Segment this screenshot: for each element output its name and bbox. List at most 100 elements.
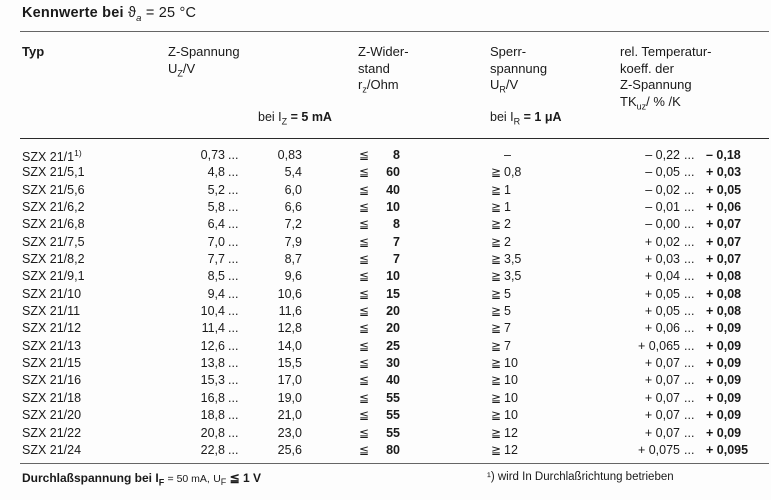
range-ellipsis-voltage: ...	[228, 234, 239, 249]
cell-zener-resistance-value: 30	[386, 356, 400, 371]
cell-zener-voltage-min: 15,3	[200, 373, 225, 388]
range-ellipsis-voltage: ...	[228, 200, 239, 215]
cell-zener-voltage-max: 23,0	[277, 425, 302, 440]
cell-zener-voltage-max: 5,4	[284, 165, 302, 180]
cell-type-designation: SZX 21/12	[22, 321, 82, 336]
cell-tempco-min: – 0,01	[645, 200, 680, 215]
cell-tempco-min: + 0,07	[644, 390, 680, 405]
cell-tempco-min: + 0,07	[644, 425, 680, 440]
column-header-temperature-coefficient-line1: rel. Temperatur-	[620, 44, 712, 59]
cell-tempco-min: + 0,06	[644, 321, 680, 336]
cell-zener-voltage-min: 12,6	[200, 338, 225, 353]
cell-zener-resistance-operator: ≦	[359, 234, 370, 249]
cell-reverse-voltage-operator: ≧	[491, 338, 502, 353]
cell-zener-voltage-min: 7,7	[207, 252, 225, 267]
table-row[interactable]: SZX 21/13 12,6... 14,0 ≦ 25 ≧ 7 + 0,065... + 0,0…	[0, 339, 771, 356]
range-ellipsis-tempco: ...	[684, 182, 695, 197]
column-header-zener-voltage-line2: UZ/V	[168, 60, 196, 79]
cell-zener-resistance-value: 80	[386, 442, 400, 457]
cell-zener-resistance-value: 40	[386, 182, 400, 197]
table-row[interactable]: SZX 21/12 11,4... 12,8 ≦ 20 ≧ 7 + 0,06... + 0,09	[0, 321, 771, 338]
cell-reverse-voltage-value: 3,5	[504, 269, 522, 284]
cell-zener-resistance-operator: ≦	[359, 217, 370, 232]
table-row[interactable]: SZX 21/6,8 6,4... 7,2 ≦ 8 ≧ 2 – 0,00... + 0,07	[0, 217, 771, 234]
cell-type-designation: SZX 21/13	[22, 338, 82, 353]
range-ellipsis-voltage: ...	[228, 321, 239, 336]
table-row[interactable]: SZX 21/16 15,3... 17,0 ≦ 40 ≧ 10 + 0,07... + 0,0…	[0, 373, 771, 390]
cell-type-designation: SZX 21/15	[22, 356, 82, 371]
range-ellipsis-tempco: ...	[684, 373, 695, 388]
cell-zener-resistance-operator: ≦	[359, 182, 370, 197]
range-ellipsis-tempco: ...	[684, 338, 695, 353]
table-row[interactable]: SZX 21/7,5 7,0... 7,9 ≦ 7 ≧ 2 + 0,02... + 0,07	[0, 235, 771, 252]
range-ellipsis-voltage: ...	[228, 408, 239, 423]
table-row[interactable]: SZX 21/18 16,8... 19,0 ≦ 55 ≧ 10 + 0,07... + 0,0…	[0, 391, 771, 408]
cell-zener-voltage-min: 13,8	[200, 356, 225, 371]
cell-zener-resistance-operator: ≦	[359, 304, 370, 319]
cell-zener-voltage-max: 7,9	[284, 234, 302, 249]
column-header-reverse-voltage-line3: UR/V	[490, 77, 519, 95]
table-row[interactable]: SZX 21/24 22,8... 25,6 ≦ 80 ≧ 12 + 0,075... + 0,…	[0, 443, 771, 460]
table-row[interactable]: SZX 21/11 10,4... 11,6 ≦ 20 ≧ 5 + 0,05... + 0,08	[0, 304, 771, 321]
cell-tempco-min: + 0,05	[644, 304, 680, 319]
cell-tempco-max: + 0,09	[706, 425, 742, 440]
table-row[interactable]: SZX 21/9,1 8,5... 9,6 ≦ 10 ≧ 3,5 + 0,04... + 0,0…	[0, 269, 771, 286]
range-ellipsis-tempco: ...	[684, 425, 695, 440]
range-ellipsis-voltage: ...	[228, 390, 239, 405]
theta-symbol: ϑa	[127, 5, 142, 24]
cell-zener-voltage-min: 6,4	[207, 217, 225, 232]
column-header-zener-resistance: Z-Wider- stand rz/Ohm	[358, 44, 409, 98]
cell-reverse-voltage-operator: ≧	[491, 373, 502, 388]
cell-reverse-voltage-operator: ≧	[491, 425, 502, 440]
cell-tempco-max: + 0,08	[706, 304, 742, 319]
cell-tempco-max: + 0,07	[706, 217, 742, 232]
cell-zener-resistance-value: 55	[386, 408, 400, 423]
table-row[interactable]: SZX 21/8,2 7,7... 8,7 ≦ 7 ≧ 3,5 + 0,03... + 0,07	[0, 252, 771, 269]
cell-reverse-voltage-operator: ≧	[491, 390, 502, 405]
cell-tempco-min: + 0,075	[637, 442, 680, 457]
table-row[interactable]: SZX 21/11) 0,73... 0,83 ≦ 8 – – 0,22... – 0,18	[0, 148, 771, 165]
cell-zener-voltage-max: 6,6	[284, 200, 302, 215]
cell-reverse-voltage-operator: ≧	[491, 442, 502, 457]
cell-tempco-min: – 0,05	[645, 165, 680, 180]
table-row[interactable]: SZX 21/22 20,8... 23,0 ≦ 55 ≧ 12 + 0,07... + 0,0…	[0, 426, 771, 443]
rule-bottom	[20, 463, 769, 464]
cell-zener-voltage-min: 22,8	[200, 442, 225, 457]
cell-tempco-max: + 0,05	[706, 182, 742, 197]
cell-zener-voltage-max: 21,0	[277, 408, 302, 423]
cell-zener-resistance-operator: ≦	[359, 286, 370, 301]
cell-zener-resistance-operator: ≦	[359, 200, 370, 215]
cell-reverse-voltage-value: 10	[504, 373, 518, 388]
cell-zener-resistance-operator: ≦	[359, 321, 370, 336]
cell-zener-resistance-operator: ≦	[359, 252, 370, 267]
cell-reverse-voltage-operator: ≧	[491, 269, 502, 284]
cell-reverse-voltage-value: 12	[504, 425, 518, 440]
cell-zener-resistance-operator: ≦	[359, 165, 370, 180]
cell-type-designation: SZX 21/18	[22, 390, 82, 405]
cell-zener-voltage-min: 11,4	[201, 321, 225, 336]
table-row[interactable]: SZX 21/15 13,8... 15,5 ≦ 30 ≧ 10 + 0,07... + 0,0…	[0, 356, 771, 373]
forward-voltage-symbol: UF	[213, 473, 227, 488]
table-row[interactable]: SZX 21/5,1 4,8... 5,4 ≦ 60 ≧ 0,8 – 0,05... + 0,0…	[0, 165, 771, 182]
cell-zener-voltage-max: 8,7	[284, 252, 302, 267]
cell-tempco-min: – 0,22	[645, 148, 680, 162]
page-title-text: Kennwerte bei	[22, 5, 124, 21]
cell-zener-voltage-max: 12,8	[277, 321, 302, 336]
cell-zener-voltage-max: 0,83	[277, 148, 302, 162]
ambient-temperature-value: 25 °C	[158, 5, 197, 21]
cell-tempco-max: + 0,09	[706, 321, 742, 336]
cell-zener-resistance-value: 7	[393, 234, 400, 249]
cell-tempco-min: + 0,04	[644, 269, 680, 284]
table-row[interactable]: SZX 21/6,2 5,8... 6,6 ≦ 10 ≧ 1 – 0,01... + 0,06	[0, 200, 771, 217]
test-condition-zener-current: bei IZ = 5 mA	[258, 110, 332, 127]
cell-zener-resistance-value: 8	[393, 217, 400, 232]
cell-reverse-voltage-value: 2	[504, 217, 511, 232]
cell-reverse-voltage-operator: ≧	[491, 304, 502, 319]
table-row[interactable]: SZX 21/5,6 5,2... 6,0 ≦ 40 ≧ 1 – 0,02... + 0,05	[0, 183, 771, 200]
cell-reverse-voltage-value: –	[504, 148, 511, 162]
cell-zener-resistance-value: 55	[386, 390, 400, 405]
cell-zener-resistance-operator: ≦	[359, 148, 370, 162]
cell-zener-voltage-min: 0,73	[200, 148, 225, 162]
table-row[interactable]: SZX 21/10 9,4... 10,6 ≦ 15 ≧ 5 + 0,05... + 0,08	[0, 287, 771, 304]
table-row[interactable]: SZX 21/20 18,8... 21,0 ≦ 55 ≧ 10 + 0,07... + 0,0…	[0, 408, 771, 425]
